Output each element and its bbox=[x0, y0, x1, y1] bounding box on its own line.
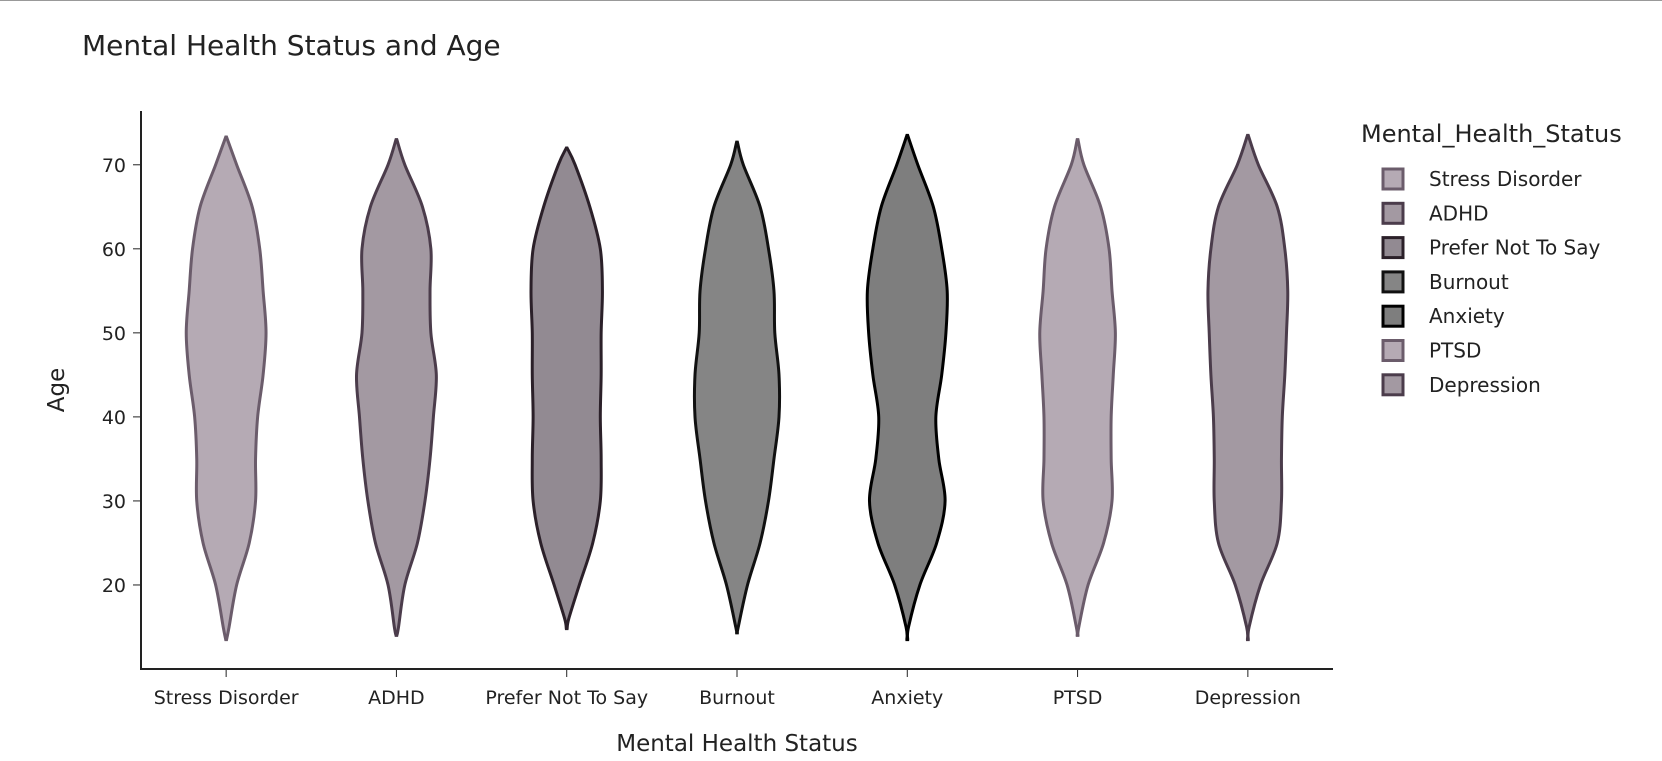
x-tick-label: ADHD bbox=[368, 687, 425, 709]
legend-swatch[interactable] bbox=[1381, 373, 1405, 397]
violin-depression[interactable] bbox=[1206, 133, 1290, 642]
legend-swatch[interactable] bbox=[1381, 339, 1405, 362]
y-tick-label: 40 bbox=[102, 407, 126, 429]
legend-item-label[interactable]: Prefer Not To Say bbox=[1429, 236, 1600, 260]
y-tick-label: 20 bbox=[102, 575, 126, 597]
y-axis-ticks: 20 30 40 50 60 70 bbox=[102, 155, 141, 597]
legend-title: Mental_Health_Status bbox=[1361, 120, 1622, 148]
x-tick-label: PTSD bbox=[1053, 687, 1103, 709]
chart-title: Mental Health Status and Age bbox=[82, 29, 501, 62]
violin-prefer-not-to-say[interactable] bbox=[529, 146, 604, 631]
x-tick-label: Stress Disorder bbox=[154, 687, 299, 709]
violin-adhd[interactable] bbox=[354, 138, 438, 637]
violin-anxiety[interactable] bbox=[865, 133, 949, 642]
legend-swatch[interactable] bbox=[1381, 304, 1405, 328]
y-tick-label: 50 bbox=[102, 323, 126, 345]
legend-swatch[interactable] bbox=[1381, 270, 1405, 294]
x-tick-label: Prefer Not To Say bbox=[485, 687, 648, 709]
x-axis-ticks: Stress Disorder ADHD Prefer Not To Say Burn… bbox=[154, 669, 1301, 709]
x-tick-label: Depression bbox=[1195, 687, 1301, 709]
x-axis-label: Mental Health Status bbox=[616, 731, 858, 757]
legend-item-label[interactable]: PTSD bbox=[1429, 339, 1481, 363]
y-tick-label: 60 bbox=[102, 239, 126, 261]
legend-swatch[interactable] bbox=[1381, 167, 1405, 191]
x-tick-label: Burnout bbox=[699, 687, 775, 709]
legend-swatch[interactable] bbox=[1381, 236, 1405, 260]
plot-area bbox=[184, 133, 1290, 642]
y-axis-label: Age bbox=[44, 368, 70, 412]
violin-stress-disorder[interactable] bbox=[184, 135, 268, 642]
legend-swatch[interactable] bbox=[1381, 201, 1405, 225]
y-tick-label: 70 bbox=[102, 155, 126, 177]
legend-item-label[interactable]: Depression bbox=[1429, 373, 1541, 397]
x-tick-label: Anxiety bbox=[871, 687, 943, 709]
y-tick-label: 30 bbox=[102, 491, 126, 513]
violin-burnout[interactable] bbox=[692, 140, 782, 635]
legend-item-label[interactable]: Stress Disorder bbox=[1429, 167, 1582, 191]
legend-item-label[interactable]: Anxiety bbox=[1429, 304, 1505, 328]
legend: Mental_Health_Status Stress Disorder ADHD… bbox=[1361, 120, 1622, 397]
legend-item-label[interactable]: ADHD bbox=[1429, 201, 1489, 225]
violin-ptsd[interactable] bbox=[1038, 138, 1117, 637]
legend-item-label[interactable]: Burnout bbox=[1429, 270, 1509, 294]
